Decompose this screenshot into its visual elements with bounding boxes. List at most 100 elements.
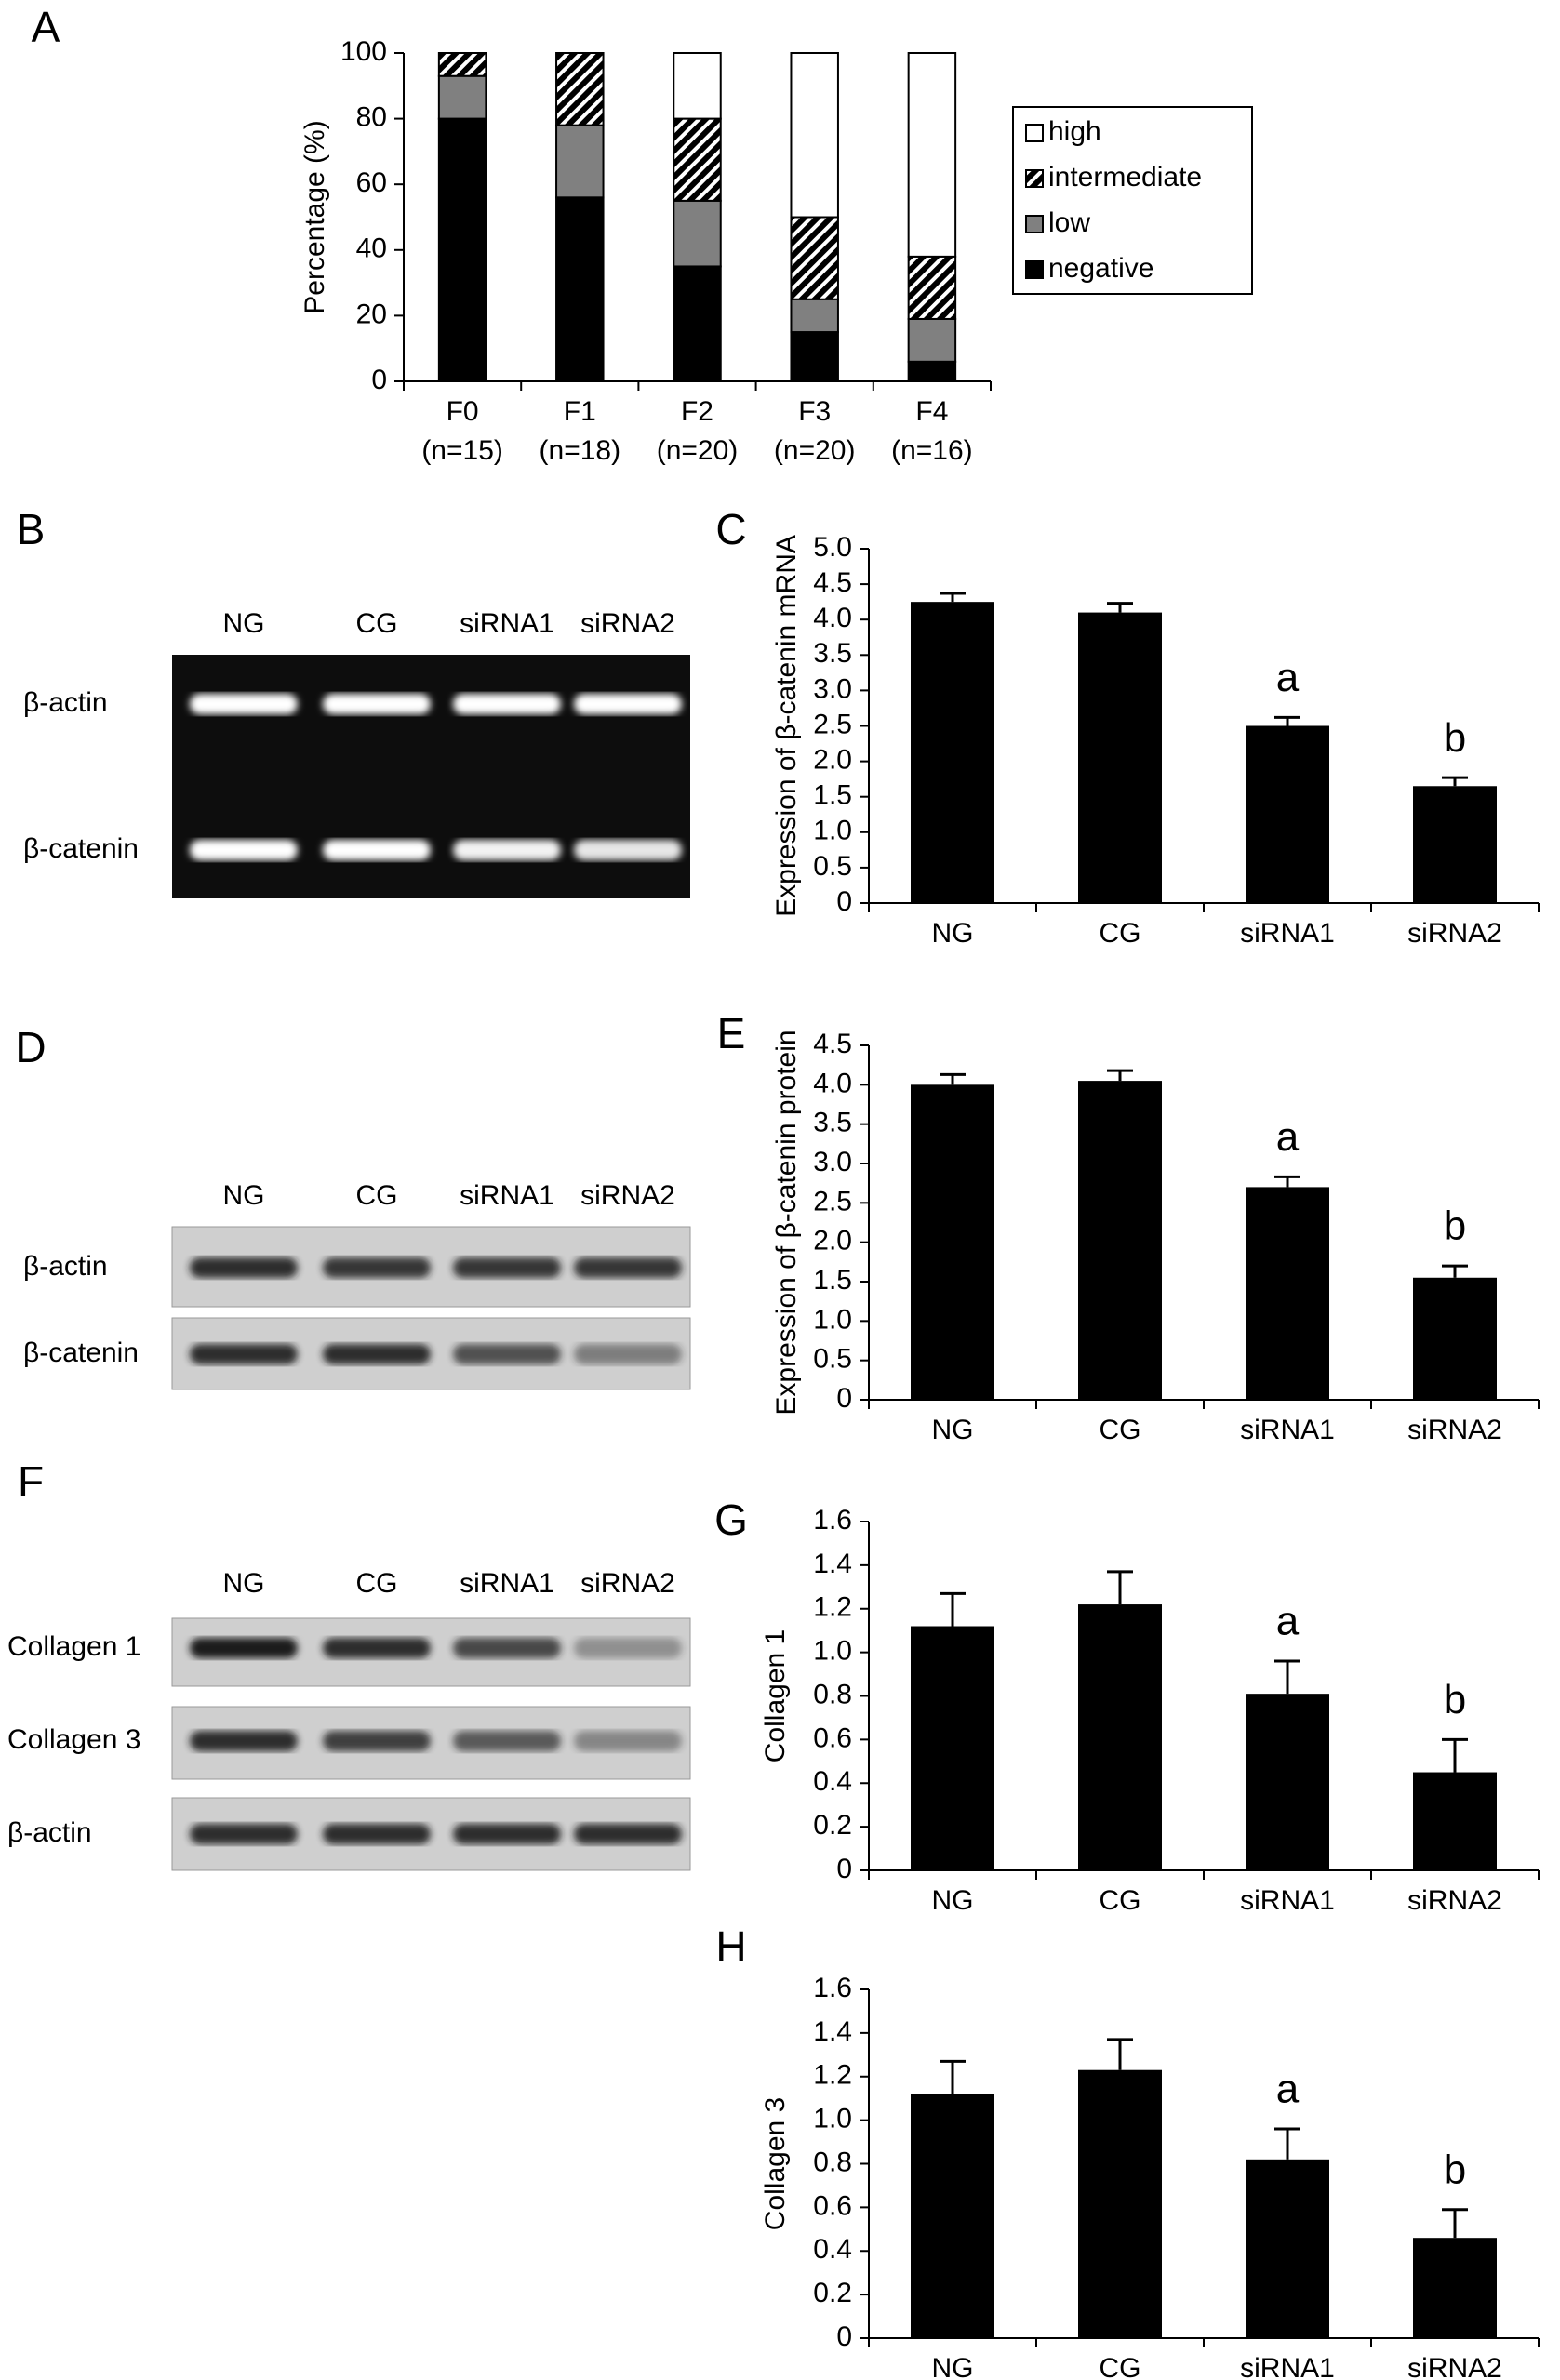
bar-segment	[673, 117, 722, 202]
bar-segment	[555, 52, 605, 126]
band	[190, 694, 298, 714]
lane-label: siRNA2	[580, 1180, 675, 1211]
bar	[911, 602, 994, 903]
bar-segment	[673, 199, 722, 268]
annotation: a	[1276, 1599, 1300, 1644]
lane-label: NG	[223, 608, 265, 639]
lane-label: siRNA2	[580, 608, 675, 639]
bar	[911, 2094, 994, 2338]
band	[453, 1257, 561, 1278]
lane-label: CG	[356, 608, 398, 639]
panel-label: G	[714, 1496, 748, 1544]
y-tick-label: 1.5	[813, 780, 852, 811]
row-label: β-actin	[23, 687, 108, 718]
y-axis-label: Expression of β-catenin mRNA	[771, 535, 802, 917]
bar	[1413, 1277, 1497, 1400]
x-tick-label: CG	[1100, 1885, 1141, 1916]
y-tick-label: 1.5	[813, 1265, 852, 1296]
y-tick-label: 3.5	[813, 638, 852, 669]
y-axis-label: Collagen 3	[760, 2097, 791, 2230]
y-tick-label: 0.5	[813, 851, 852, 882]
row-label: Collagen 3	[7, 1724, 140, 1755]
x-tick-label: F0	[447, 396, 479, 427]
y-tick-label: 100	[340, 36, 387, 67]
y-tick-label: 3.0	[813, 673, 852, 704]
band	[323, 840, 431, 860]
x-tick-sublabel: (n=20)	[657, 435, 739, 466]
x-tick-sublabel: (n=20)	[774, 435, 856, 466]
band	[190, 840, 298, 860]
band	[453, 1824, 561, 1844]
legend-swatch	[1025, 169, 1044, 188]
row-label: β-actin	[7, 1817, 92, 1848]
band	[323, 1344, 431, 1364]
band	[453, 694, 561, 714]
y-tick-label: 1.2	[813, 2060, 852, 2091]
y-tick-label: 20	[356, 299, 387, 329]
bar-segment	[790, 298, 839, 334]
band	[190, 1344, 298, 1364]
y-tick-label: 4.0	[813, 603, 852, 633]
x-tick-label: siRNA2	[1407, 918, 1502, 949]
x-tick-label: siRNA1	[1240, 918, 1335, 949]
annotation: b	[1444, 2147, 1466, 2192]
band	[574, 694, 682, 714]
y-tick-label: 0.6	[813, 2190, 852, 2221]
y-tick-label: 0	[836, 1854, 852, 1884]
y-tick-label: 40	[356, 233, 387, 264]
legend-swatch	[1025, 215, 1044, 233]
y-tick-label: 0	[371, 365, 387, 395]
band	[453, 1731, 561, 1751]
y-tick-label: 1.6	[813, 1973, 852, 2003]
bar-segment	[907, 255, 957, 320]
band	[574, 840, 682, 860]
panel-label: B	[17, 505, 46, 553]
band	[323, 1638, 431, 1658]
y-tick-label: 1.0	[813, 1636, 852, 1667]
y-tick-label: 1.4	[813, 2016, 852, 2047]
band	[453, 840, 561, 860]
bar	[1246, 725, 1329, 903]
annotation: a	[1276, 2067, 1300, 2112]
x-tick-label: NG	[932, 1885, 974, 1916]
x-tick-label: siRNA2	[1407, 2353, 1502, 2380]
y-axis-label: Percentage (%)	[300, 120, 330, 313]
x-tick-label: siRNA1	[1240, 1885, 1335, 1916]
bar-segment	[907, 360, 957, 383]
y-tick-label: 3.5	[813, 1108, 852, 1138]
x-tick-label: F4	[915, 396, 948, 427]
y-tick-label: 0.8	[813, 2147, 852, 2177]
annotation: a	[1276, 1114, 1300, 1160]
lane-label: siRNA1	[460, 1568, 554, 1599]
bar-segment	[790, 216, 839, 300]
band	[453, 1638, 561, 1658]
band	[190, 1824, 298, 1844]
y-tick-label: 1.0	[813, 816, 852, 846]
bar-segment	[437, 52, 487, 77]
annotation: a	[1276, 655, 1300, 700]
x-tick-label: CG	[1100, 1415, 1141, 1445]
x-tick-sublabel: (n=16)	[891, 435, 973, 466]
lane-label: CG	[356, 1568, 398, 1599]
band	[574, 1731, 682, 1751]
bar-segment	[790, 52, 839, 219]
y-tick-label: 2.0	[813, 745, 852, 776]
x-tick-label: CG	[1100, 2353, 1141, 2380]
x-tick-label: F3	[798, 396, 831, 427]
bar-segment	[437, 117, 487, 382]
y-tick-label: 0	[836, 2321, 852, 2352]
annotation: b	[1444, 715, 1466, 761]
x-tick-label: NG	[932, 2353, 974, 2380]
y-tick-label: 0	[836, 1383, 852, 1414]
y-tick-label: 4.5	[813, 1029, 852, 1059]
band	[323, 694, 431, 714]
x-tick-label: F2	[681, 396, 713, 427]
y-tick-label: 0.6	[813, 1722, 852, 1753]
annotation: b	[1444, 1203, 1466, 1249]
x-tick-label: NG	[932, 1415, 974, 1445]
lane-label: siRNA1	[460, 608, 554, 639]
gel-image	[172, 655, 690, 898]
x-tick-label: CG	[1100, 918, 1141, 949]
panel-label: C	[715, 505, 746, 553]
bar	[1078, 1081, 1162, 1400]
